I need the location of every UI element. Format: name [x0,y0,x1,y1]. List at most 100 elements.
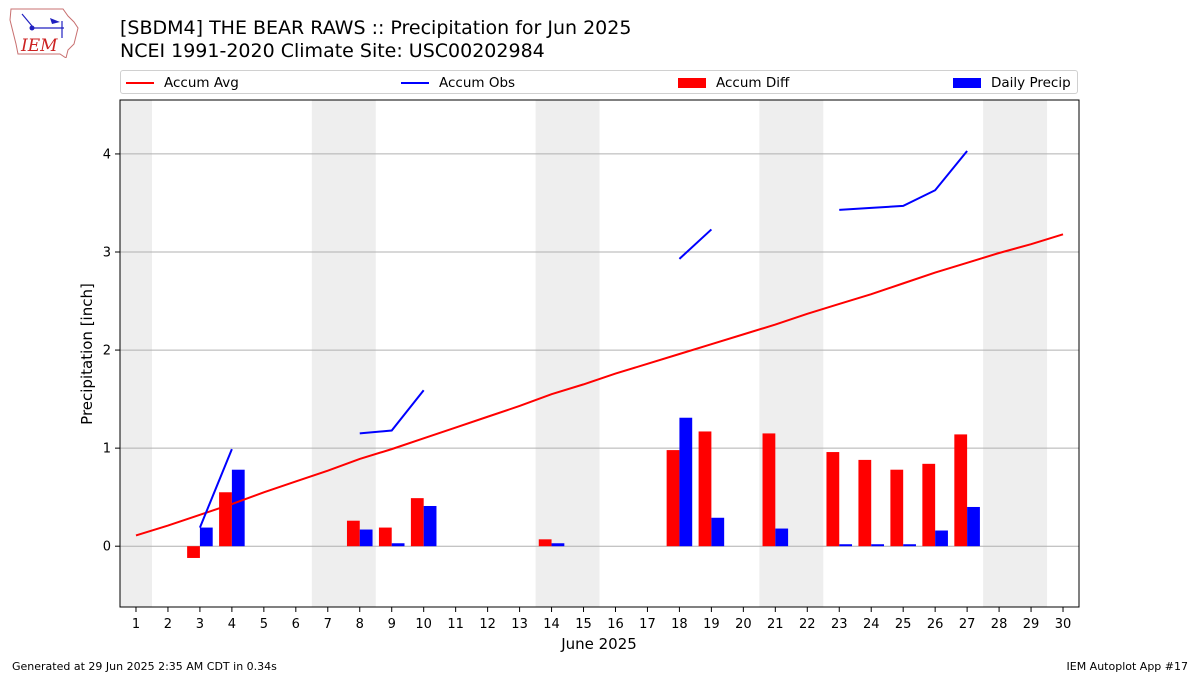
weekend-band [983,100,1048,607]
x-tick-label: 27 [959,617,976,632]
footer-app: IEM Autoplot App #17 [1066,660,1189,673]
daily-precip-bar [711,517,725,547]
x-tick-label: 24 [863,617,880,632]
daily-precip-bar [679,417,693,547]
x-tick-label: 20 [735,617,752,632]
y-tick-label: 4 [103,147,111,162]
series-lines [135,150,1064,537]
accum-diff-bar [762,433,776,547]
accum-diff-bar [922,463,936,547]
legend-swatch-daily-precip [953,78,981,88]
x-tick-label: 25 [895,617,912,632]
x-tick-label: 22 [799,617,816,632]
x-tick-label: 21 [767,617,784,632]
legend-label-accum-diff: Accum Diff [716,75,790,91]
y-tick-label: 2 [103,344,111,359]
legend-swatch-accum-diff [678,78,706,88]
accum-diff-bar [219,492,232,547]
daily-precip-bar [871,544,885,547]
y-tick-label: 3 [103,246,111,261]
accum-diff-bar [187,546,200,558]
accum-diff-bar [954,434,968,547]
chart-subtitle: NCEI 1991-2020 Climate Site: USC00202984 [120,40,545,62]
x-tick-label: 1 [132,617,140,632]
x-tick-label: 13 [511,617,528,632]
x-tick-label: 29 [1023,617,1040,632]
accum-obs-line [198,448,233,528]
daily-precip-bar [391,543,405,547]
daily-precip-bar [935,530,948,547]
x-tick-label: 18 [671,617,688,632]
accum-obs-line [359,389,425,435]
x-tick-label: 4 [228,617,236,632]
bars [187,417,980,558]
daily-precip-bar [423,505,437,547]
y-tick-label: 0 [103,540,111,555]
accum-diff-bar [378,527,392,547]
legend-swatch-accum-avg [126,82,154,84]
daily-precip-bar [199,527,213,547]
x-tick-label: 16 [607,617,624,632]
legend-label-accum-obs: Accum Obs [439,75,516,91]
x-tick-label: 7 [324,617,332,632]
accum-obs-line [678,228,713,260]
footer-generated: Generated at 29 Jun 2025 2:35 AM CDT in … [12,660,277,673]
daily-precip-bar [551,543,565,547]
accum-diff-bar [666,450,680,547]
x-tick-label: 19 [703,617,720,632]
legend-item-accum-obs: Accum Obs [401,73,515,93]
accum-diff-bar [826,452,840,547]
x-tick-label: 14 [543,617,560,632]
x-tick-label: 5 [260,617,268,632]
plot-frame [119,99,1080,608]
legend-label-daily-precip: Daily Precip [991,75,1071,91]
x-tick-label: 10 [415,617,432,632]
legend: Accum Avg Accum Obs Accum Diff Daily Pre… [120,70,1078,94]
accum-avg-line [135,233,1064,537]
accum-diff-bar [698,431,712,547]
logo-text: IEM [20,36,58,56]
x-tick-label: 8 [356,617,364,632]
weekend-shading [120,100,1048,607]
daily-precip-bar [231,469,245,547]
daily-precip-bar [775,528,789,547]
legend-item-accum-avg: Accum Avg [126,73,239,93]
gridlines [120,153,1079,547]
daily-precip-bar [839,544,853,547]
x-tick-label: 15 [575,617,592,632]
accum-diff-bar [538,539,552,547]
accum-diff-bar [858,459,872,547]
legend-label-accum-avg: Accum Avg [164,75,239,91]
legend-swatch-accum-obs [401,82,429,84]
x-tick-label: 17 [639,617,656,632]
x-tick-label: 9 [388,617,396,632]
weekend-band [311,100,376,607]
weekend-band [535,100,600,607]
accum-diff-bar [410,498,424,547]
weekend-band [120,100,152,607]
x-tick-label: 26 [927,617,944,632]
daily-precip-bar [967,506,980,547]
daily-precip-bar [359,529,373,547]
chart-title: [SBDM4] THE BEAR RAWS :: Precipitation f… [120,17,632,39]
legend-item-accum-diff: Accum Diff [678,73,789,93]
x-tick-label: 28 [991,617,1008,632]
accum-diff-bar [346,520,360,547]
x-tick-label: 12 [479,617,496,632]
legend-item-daily-precip: Daily Precip [953,73,1071,93]
x-tick-label: 23 [831,617,848,632]
x-tick-label: 3 [196,617,204,632]
x-tick-label: 2 [164,617,172,632]
daily-precip-bar [903,544,916,547]
x-axis-label: June 2025 [560,635,637,653]
accum-obs-line [839,150,968,211]
y-axis-label: Precipitation [inch] [78,283,96,425]
x-tick-label: 6 [292,617,300,632]
x-tick-label: 30 [1055,617,1072,632]
x-tick-label: 11 [447,617,464,632]
iem-logo: IEM [9,8,79,58]
accum-diff-bar [890,469,904,547]
y-tick-label: 1 [103,442,111,457]
